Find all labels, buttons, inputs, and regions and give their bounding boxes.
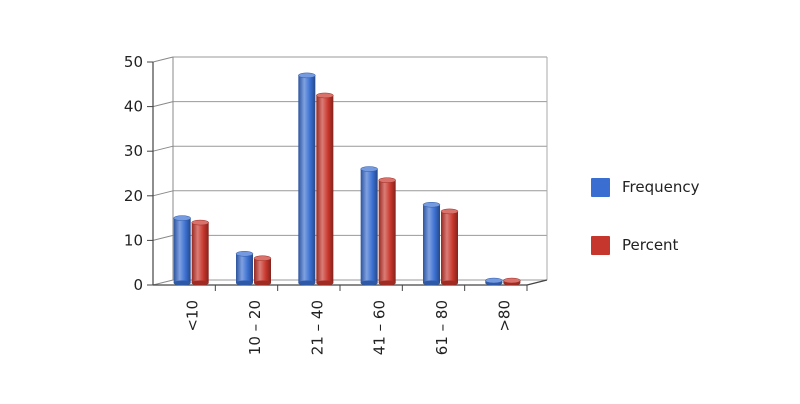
bar-frequency [360, 169, 378, 283]
bar-base-cap [236, 280, 253, 286]
bar-percent [316, 95, 334, 283]
bar-frequency [298, 75, 316, 283]
bar-base-cap [173, 280, 191, 286]
bar-top-cap [298, 72, 316, 79]
legend-label-frequency: Frequency [622, 178, 700, 196]
bar-top-cap [253, 255, 272, 261]
bar-top-cap [378, 177, 396, 183]
x-tick-label: 41 – 60 [371, 300, 389, 355]
grid-depth-line [152, 234, 174, 241]
bar-base-cap [298, 280, 316, 286]
bar-top-cap [191, 219, 209, 226]
x-tick-label: 21 – 40 [308, 300, 326, 355]
bar-percent [441, 211, 458, 283]
bar-frequency [423, 204, 440, 283]
legend-swatch-frequency [591, 177, 610, 197]
legend-label-percent: Percent [622, 236, 679, 254]
legend-item-frequency: Frequency [591, 174, 700, 200]
legend-item-percent: Percent [591, 232, 700, 258]
bar-percent [191, 222, 209, 283]
bar-top-cap [235, 251, 254, 257]
bar-top-cap [485, 277, 503, 284]
grid-depth-line [152, 56, 174, 63]
grid-depth-line [152, 145, 174, 152]
legend: Frequency Percent [591, 174, 700, 290]
bar-top-cap [422, 201, 441, 208]
bar-frequency [236, 253, 253, 283]
legend-swatch-percent [591, 235, 610, 255]
bar-base-cap [316, 280, 334, 286]
grid-depth-line [152, 190, 174, 197]
bar-base-cap [423, 280, 440, 286]
y-tick-label: 20 [124, 187, 143, 205]
bar-top-cap [173, 215, 191, 221]
x-tick-label: 61 – 80 [433, 300, 451, 355]
bar-base-cap [378, 280, 396, 286]
bar-base-cap [191, 280, 209, 286]
bar-percent [378, 180, 396, 283]
grid-depth-line [152, 101, 174, 108]
x-tick-label: >80 [495, 300, 513, 332]
bar-base-cap [254, 280, 271, 286]
bar-top-cap [440, 208, 459, 215]
bar-top-cap [316, 92, 334, 99]
y-tick-label: 50 [124, 53, 143, 71]
bar-base-cap [441, 280, 458, 286]
bar-percent [254, 258, 271, 283]
floor-edge [526, 279, 548, 286]
bar-base-cap [360, 280, 378, 286]
x-tick-label: <10 [184, 300, 202, 332]
bar-top-cap [360, 166, 378, 172]
bar-top-cap [503, 277, 521, 284]
x-tick-label: 10 – 20 [246, 300, 264, 355]
y-tick-label: 40 [124, 98, 143, 116]
y-tick-label: 10 [124, 231, 143, 249]
bar-frequency [173, 218, 191, 283]
y-tick-label: 30 [124, 142, 143, 160]
y-tick-label: 0 [133, 276, 143, 294]
grid-depth-line [152, 279, 174, 286]
